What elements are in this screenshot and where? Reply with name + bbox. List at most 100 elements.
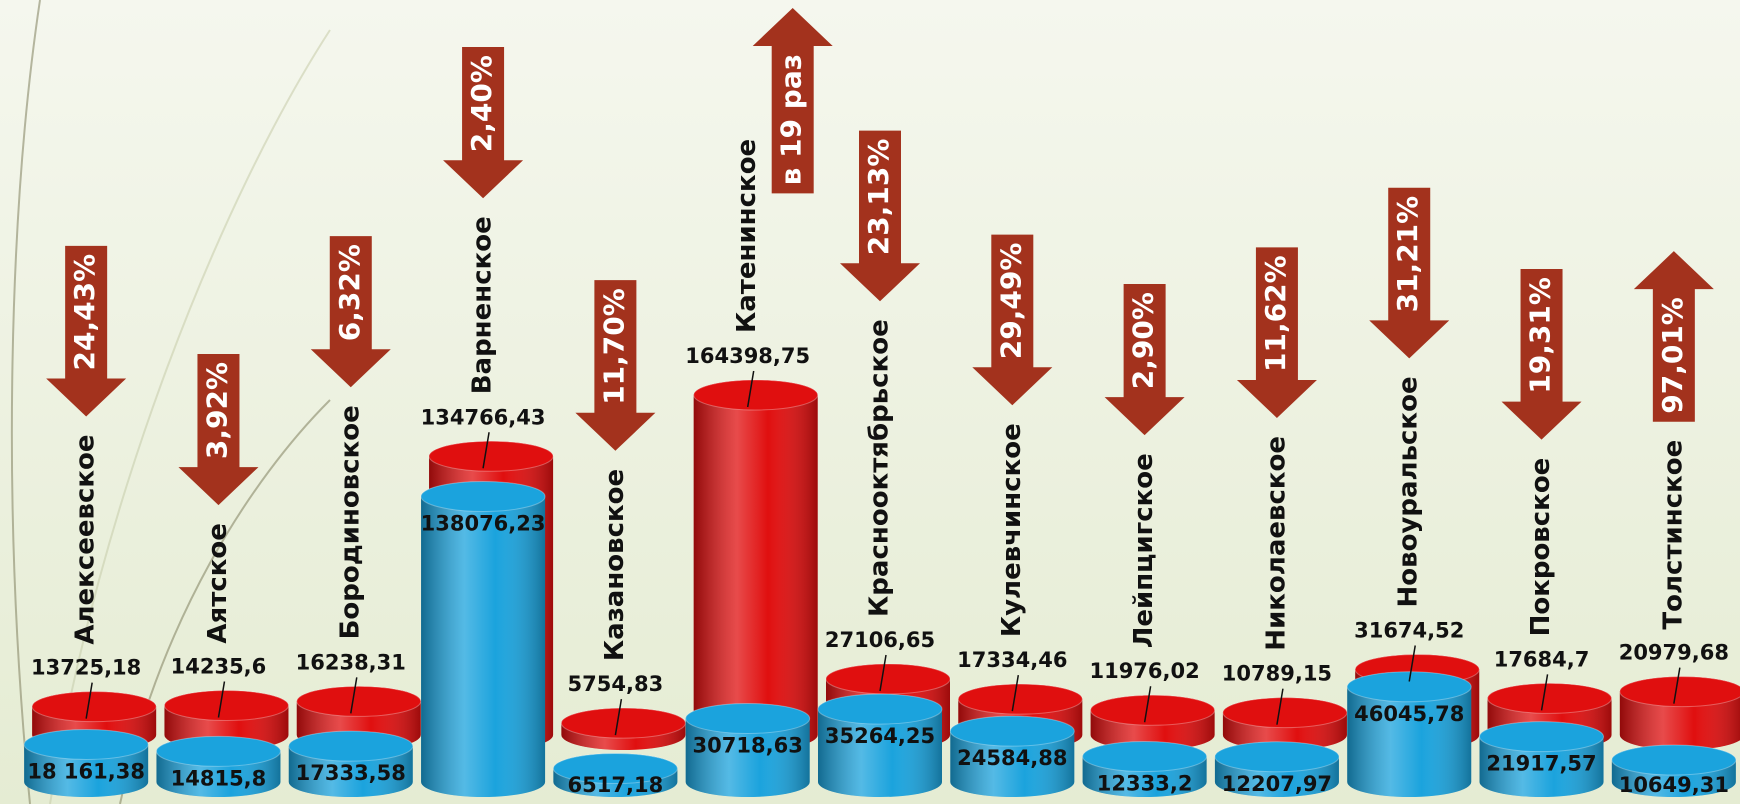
arrow-shape bbox=[178, 353, 259, 506]
cylinder-top bbox=[23, 728, 149, 760]
cylinder-top bbox=[1090, 694, 1216, 726]
leader-line bbox=[482, 432, 490, 469]
arrow-label: 11,62% bbox=[1259, 255, 1292, 372]
leader-line bbox=[746, 370, 755, 408]
value-label: 5754,83 bbox=[568, 672, 664, 696]
arrow-label: 19,31% bbox=[1524, 277, 1557, 394]
arrow-shape bbox=[1501, 269, 1582, 440]
cylinder-top bbox=[1082, 740, 1208, 772]
category-label: Краснооктябрьское bbox=[865, 319, 895, 617]
cylinder-top bbox=[155, 735, 281, 767]
value-label: 17334,46 bbox=[957, 648, 1067, 672]
arrow-shape bbox=[1369, 187, 1450, 359]
cylinder-top bbox=[817, 693, 943, 725]
arrow: 3,92% bbox=[178, 353, 259, 506]
arrow: 24,43% bbox=[46, 245, 127, 417]
cylinder-top bbox=[685, 702, 811, 734]
leader-line bbox=[1276, 688, 1284, 725]
cylinder-shade bbox=[1347, 671, 1472, 797]
category-label: Казановское bbox=[600, 469, 630, 661]
value-label: 164398,75 bbox=[685, 344, 810, 368]
leader-line bbox=[217, 681, 226, 718]
cylinder-top bbox=[1611, 744, 1737, 776]
value-label: 17333,58 bbox=[296, 761, 406, 785]
arrow: 23,13% bbox=[840, 130, 920, 302]
arrow: 19,31% bbox=[1501, 269, 1582, 440]
value-label: 134766,43 bbox=[421, 405, 546, 429]
value-label: 21917,57 bbox=[1486, 752, 1596, 776]
value-label: 10649,31 bbox=[1619, 773, 1729, 797]
arrow-shape bbox=[443, 47, 524, 199]
arrow-label: в 19 раз bbox=[775, 54, 808, 185]
leader-line bbox=[1011, 675, 1020, 712]
arrow-shape bbox=[1633, 251, 1714, 422]
leader-line bbox=[614, 698, 623, 736]
cylinder-top bbox=[825, 663, 951, 695]
category-label: Кулевчинское bbox=[997, 423, 1027, 637]
cylinder-top bbox=[560, 707, 686, 739]
arrow-label: 11,70% bbox=[597, 288, 630, 405]
cylinder-shade bbox=[693, 380, 818, 751]
category-label: Бородиновское bbox=[335, 405, 365, 639]
cylinder-top bbox=[1222, 697, 1348, 729]
arrow: 11,70% bbox=[575, 280, 656, 451]
value-label: 18 161,38 bbox=[27, 759, 145, 783]
leader-line bbox=[1540, 674, 1549, 711]
leader-line bbox=[879, 654, 887, 692]
cylinder-top bbox=[1346, 671, 1472, 703]
category-label: Новоуральское bbox=[1394, 376, 1424, 607]
cylinder-shade bbox=[421, 481, 546, 797]
category-label: Аятское bbox=[203, 523, 233, 643]
cylinder-top bbox=[163, 690, 289, 722]
cylinder-top bbox=[296, 685, 422, 717]
arrow-shape bbox=[1104, 284, 1185, 436]
category-label: Варненское bbox=[468, 216, 498, 394]
arrow: 97,01% bbox=[1633, 251, 1714, 422]
value-label: 12207,97 bbox=[1222, 772, 1332, 796]
value-label: 138076,23 bbox=[421, 511, 546, 535]
arrow: 6,32% bbox=[310, 236, 391, 388]
category-label: Покровское bbox=[1526, 458, 1556, 637]
arrow: 2,90% bbox=[1104, 284, 1185, 436]
value-label: 16238,31 bbox=[296, 650, 406, 674]
value-label: 14235,6 bbox=[171, 655, 267, 679]
labels: 18 161,38 13725,18 Алексеевское 24,43% 14815… bbox=[27, 8, 1729, 797]
cylinder-top bbox=[552, 753, 678, 785]
value-label: 46045,78 bbox=[1354, 702, 1464, 726]
arrow-shape bbox=[1236, 247, 1317, 418]
cylinder-top bbox=[957, 683, 1083, 715]
value-label: 30718,63 bbox=[693, 733, 803, 757]
arrow-shape bbox=[752, 8, 833, 194]
arrow-label: 31,21% bbox=[1391, 196, 1424, 313]
value-label: 17684,7 bbox=[1494, 647, 1590, 671]
value-label: 10789,15 bbox=[1222, 662, 1332, 686]
cylinders bbox=[23, 379, 1740, 798]
arrow: в 19 раз bbox=[752, 8, 833, 194]
category-label: Алексеевское bbox=[71, 434, 101, 644]
leader-line bbox=[1408, 645, 1416, 682]
arrow-label: 2,90% bbox=[1127, 292, 1160, 389]
leader-line bbox=[85, 682, 93, 719]
value-label: 35264,25 bbox=[825, 724, 935, 748]
arrow: 11,62% bbox=[1236, 247, 1317, 418]
arrow: 29,49% bbox=[972, 234, 1053, 406]
arrow-shape bbox=[972, 234, 1053, 406]
cylinder-top bbox=[693, 379, 819, 411]
cylinder-top bbox=[949, 715, 1075, 747]
cylinder-top bbox=[1214, 741, 1340, 773]
value-label: 24584,88 bbox=[957, 746, 1067, 770]
arrow-label: 24,43% bbox=[68, 254, 101, 371]
value-label: 20979,68 bbox=[1619, 641, 1729, 665]
arrow-shape bbox=[46, 245, 127, 417]
arrow-label: 3,92% bbox=[200, 362, 233, 459]
arrow-shape bbox=[575, 280, 656, 451]
arrow-label: 2,40% bbox=[465, 55, 498, 152]
leader-line bbox=[1673, 667, 1681, 704]
arrow-shape bbox=[840, 130, 920, 302]
value-label: 31674,52 bbox=[1354, 618, 1464, 642]
value-label: 11976,02 bbox=[1089, 659, 1199, 683]
cylinder-top bbox=[1619, 676, 1740, 708]
arrow-label: 29,49% bbox=[994, 243, 1027, 360]
